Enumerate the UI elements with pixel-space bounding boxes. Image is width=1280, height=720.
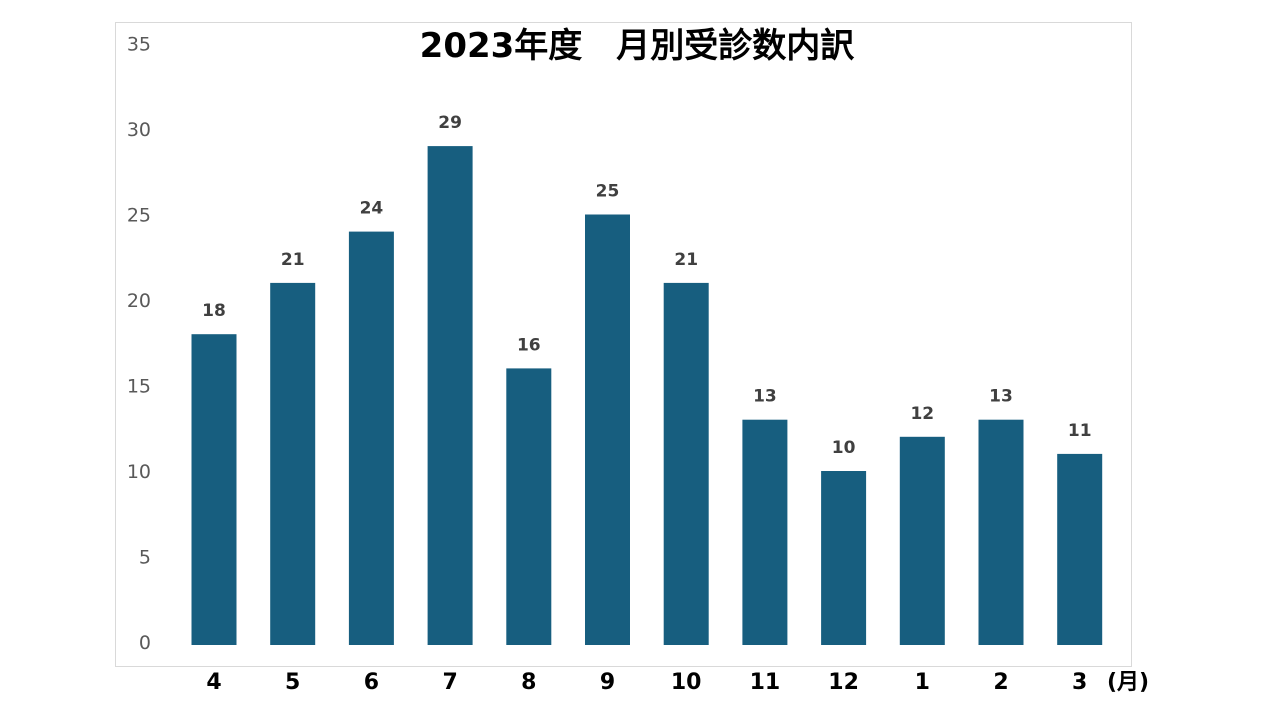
y-tick-label: 30 — [127, 119, 151, 141]
y-tick-label: 35 — [127, 34, 151, 56]
y-tick-label: 15 — [127, 376, 151, 398]
bar — [191, 334, 237, 645]
x-tick-label: 11 — [750, 670, 781, 695]
chart-title: 2023年度 月別受診数内訳 — [420, 26, 856, 66]
bar — [585, 214, 630, 645]
x-tick-label: 6 — [364, 670, 379, 695]
bar — [899, 436, 945, 645]
bar — [663, 282, 709, 645]
data-label: 29 — [438, 113, 462, 133]
data-label: 10 — [832, 438, 856, 458]
data-label: 13 — [989, 387, 1013, 407]
bar — [1057, 453, 1103, 645]
x-tick-label: 10 — [671, 670, 702, 695]
data-label: 12 — [910, 404, 934, 424]
x-tick-label: 5 — [285, 670, 300, 695]
data-label: 25 — [596, 182, 620, 202]
y-tick-label: 0 — [139, 632, 151, 654]
y-tick-label: 25 — [127, 205, 151, 227]
y-tick-label: 10 — [127, 461, 151, 483]
data-label: 11 — [1068, 421, 1092, 441]
bar — [506, 368, 552, 645]
data-label: 13 — [753, 387, 777, 407]
bar — [978, 419, 1024, 645]
y-tick-label: 5 — [139, 547, 151, 569]
data-labels: 18 21 24 29 16 25 21 13 10 12 13 11 — [202, 113, 1091, 458]
data-label: 16 — [517, 335, 541, 355]
x-tick-label: 9 — [600, 670, 615, 695]
data-label: 21 — [674, 250, 698, 270]
bar — [270, 282, 316, 645]
data-label: 21 — [281, 250, 305, 270]
y-axis-ticks: 0 5 10 15 20 25 30 35 — [127, 34, 151, 655]
x-tick-label: 4 — [206, 670, 221, 695]
bar — [742, 419, 788, 645]
data-label: 24 — [360, 199, 384, 219]
bar — [821, 471, 867, 645]
x-tick-label: 8 — [521, 670, 536, 695]
bar — [348, 231, 394, 645]
x-axis-unit-label: (月) — [1107, 670, 1149, 695]
x-tick-label: 7 — [442, 670, 457, 695]
y-tick-label: 20 — [127, 290, 151, 312]
x-axis-ticks: 4 5 6 7 8 9 10 11 12 1 2 3 — [206, 670, 1087, 695]
x-tick-label: 3 — [1072, 670, 1087, 695]
x-tick-label: 12 — [828, 670, 859, 695]
x-tick-label: 1 — [915, 670, 930, 695]
data-label: 18 — [202, 301, 226, 321]
x-tick-label: 2 — [993, 670, 1008, 695]
bar-series — [191, 146, 1103, 645]
bar — [427, 146, 473, 645]
